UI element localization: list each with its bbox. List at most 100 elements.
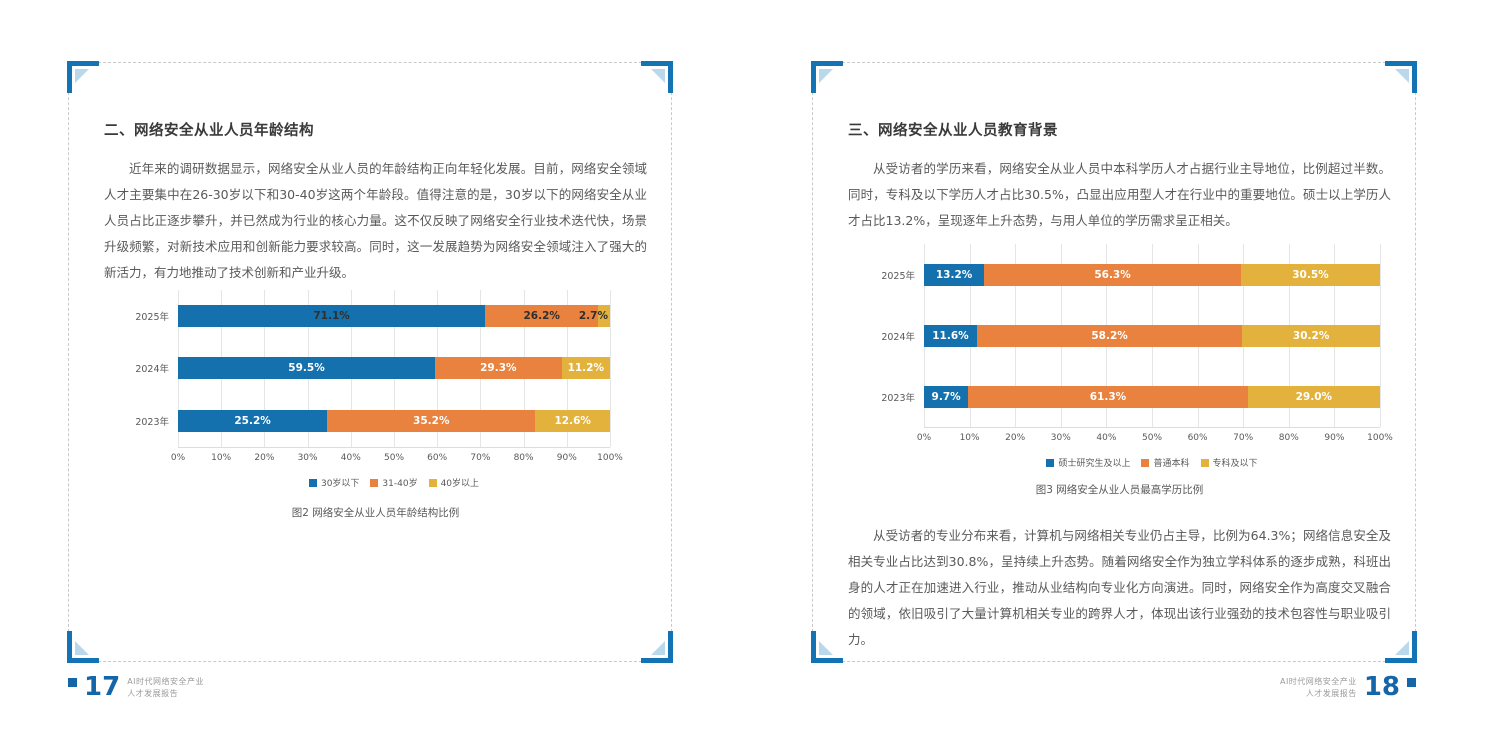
footer-page-18: AI时代网络安全产业 人才发展报告 18 <box>1280 672 1416 702</box>
legend-swatch-icon <box>1200 458 1209 467</box>
report-title-line2: 人才发展报告 <box>1305 688 1357 698</box>
x-tick-label: 10% <box>211 453 232 463</box>
section-title-age-structure: 二、网络安全从业人员年龄结构 <box>104 123 314 139</box>
legend-item: 31-40岁 <box>370 476 418 489</box>
stacked-bar: 13.2% 56.3% 30.5% <box>924 263 1380 286</box>
category-label: 2025年 <box>881 270 915 282</box>
x-axis: 0% 10% 20% 30% 40% 50% 60% 70% 80% 90% 100% <box>171 453 623 467</box>
footer-square-icon <box>68 678 77 687</box>
category-label: 2024年 <box>135 364 169 376</box>
chart-legend: 硕士研究生及以上 普通本科 专科及以下 <box>924 456 1380 469</box>
bar-row: 2023年 9.7% 61.3% 29.0% <box>881 385 1380 408</box>
x-tick-label: 20% <box>1005 433 1026 443</box>
bar-segment: 59.5% <box>178 357 436 380</box>
value-label: 30.5% <box>1292 268 1329 281</box>
bar-segment: 2.7% <box>579 305 610 328</box>
value-label: 35.2% <box>413 414 450 427</box>
legend-label: 31-40岁 <box>382 479 418 489</box>
corner-triangle-icon <box>651 641 665 655</box>
legend-swatch-icon <box>1141 458 1150 467</box>
chart-caption: 图2 网络安全从业人员年龄结构比例 <box>291 507 460 519</box>
stacked-bar: 71.1% 26.2% 2.7% <box>178 305 610 328</box>
bar-segment: 11.2% <box>561 357 610 380</box>
bar-segment: 26.2% <box>485 305 599 328</box>
x-tick-label: 90% <box>1324 433 1345 443</box>
stacked-bar: 11.6% 58.2% 30.2% <box>924 324 1380 347</box>
x-tick-label: 10% <box>959 433 980 443</box>
page-number: 18 <box>1363 672 1400 702</box>
report-title: AI时代网络安全产业 人才发展报告 <box>1280 676 1357 699</box>
footer-square-icon <box>1407 678 1416 687</box>
corner-ornament-top-right <box>1385 61 1417 93</box>
x-tick-label: 100% <box>1367 433 1393 443</box>
corner-triangle-icon <box>819 69 833 83</box>
bar-segment: 71.1% <box>178 305 486 328</box>
report-title: AI时代网络安全产业 人才发展报告 <box>127 676 204 699</box>
x-tick-label: 40% <box>340 453 361 463</box>
corner-triangle-icon <box>1395 641 1409 655</box>
x-tick-label: 20% <box>254 453 275 463</box>
corner-ornament-bottom-left <box>67 631 99 663</box>
footer-page-17: 17 AI时代网络安全产业 人才发展报告 <box>68 672 204 702</box>
legend-swatch-icon <box>370 478 379 487</box>
corner-triangle-icon <box>75 641 89 655</box>
bar-row: 2024年 59.5% 29.3% 11.2% <box>135 357 610 380</box>
legend-label: 40岁以上 <box>440 479 480 489</box>
corner-triangle-icon <box>75 69 89 83</box>
bar-segment: 56.3% <box>984 263 1241 286</box>
value-label: 58.2% <box>1091 329 1128 342</box>
x-tick-label: 50% <box>383 453 405 463</box>
chart-legend: 30岁以下 31-40岁 40岁以上 <box>178 476 610 489</box>
age-structure-chart: 2025年 71.1% 26.2% 2.7% 2024年 59.5% 29.3% 11.2% 2… <box>128 290 623 489</box>
legend-swatch-icon <box>1046 458 1055 467</box>
corner-ornament-top-left <box>67 61 99 93</box>
chart-caption: 图3 网络安全从业人员最高学历比例 <box>1035 484 1204 496</box>
bar-segment: 12.6% <box>535 409 610 432</box>
bar-segment: 29.0% <box>1247 385 1380 408</box>
section-title-education: 三、网络安全从业人员教育背景 <box>848 123 1058 139</box>
value-label: 2.7% <box>578 310 608 323</box>
legend-label: 30岁以下 <box>320 479 360 489</box>
corner-triangle-icon <box>819 641 833 655</box>
value-label: 9.7% <box>931 390 961 403</box>
legend-item: 硕士研究生及以上 <box>1046 456 1130 469</box>
bar-segment: 30.5% <box>1240 263 1380 286</box>
x-tick-label: 40% <box>1096 433 1117 443</box>
stacked-bar: 25.2% 35.2% 12.6% <box>178 409 610 432</box>
legend-item: 专科及以下 <box>1200 456 1258 469</box>
x-tick-label: 80% <box>1278 433 1299 443</box>
legend-label: 硕士研究生及以上 <box>1058 459 1131 469</box>
chart-plot: 2025年 71.1% 26.2% 2.7% 2024年 59.5% 29.3% 11.2% 2… <box>135 290 611 448</box>
x-tick-label: 70% <box>1233 433 1254 443</box>
legend-swatch-icon <box>308 478 317 487</box>
bar-segment: 30.2% <box>1242 324 1380 347</box>
report-title-line2: 人才发展报告 <box>127 688 179 698</box>
report-title-line1: AI时代网络安全产业 <box>127 677 205 686</box>
x-tick-label: 60% <box>1187 433 1208 443</box>
education-paragraph: 从受访者的学历来看，网络安全从业人员中本科学历人才占据行业主导地位，比例超过半数… <box>848 161 1391 228</box>
report-title-line1: AI时代网络安全产业 <box>1279 677 1357 686</box>
bar-row: 2024年 11.6% 58.2% 30.2% <box>881 324 1380 347</box>
x-axis: 0% 10% 20% 30% 40% 50% 60% 70% 80% 90% 100% <box>917 433 1393 447</box>
legend-label: 普通本科 <box>1153 459 1190 469</box>
bar-segment: 9.7% <box>924 385 969 408</box>
value-label: 11.2% <box>567 362 604 375</box>
x-tick-label: 30% <box>297 453 318 463</box>
bar-row: 2023年 25.2% 35.2% 12.6% <box>135 409 610 432</box>
corner-triangle-icon <box>651 69 665 83</box>
gridline <box>610 290 611 447</box>
stacked-bar: 9.7% 61.3% 29.0% <box>924 385 1380 408</box>
value-label: 13.2% <box>935 268 973 281</box>
bar-segment: 35.2% <box>327 409 536 432</box>
x-tick-label: 30% <box>1050 433 1071 443</box>
page-number: 17 <box>84 672 121 702</box>
corner-ornament-bottom-right <box>641 631 673 663</box>
category-label: 2023年 <box>881 392 915 404</box>
page-18: 三、网络安全从业人员教育背景 从受访者的学历来看，网络安全从业人员中本科学历人才… <box>811 61 1417 663</box>
value-label: 11.6% <box>932 329 969 342</box>
value-label: 71.1% <box>313 310 350 323</box>
bar-segment: 11.6% <box>924 324 977 347</box>
category-label: 2024年 <box>881 331 915 343</box>
corner-ornament-bottom-left <box>811 631 843 663</box>
